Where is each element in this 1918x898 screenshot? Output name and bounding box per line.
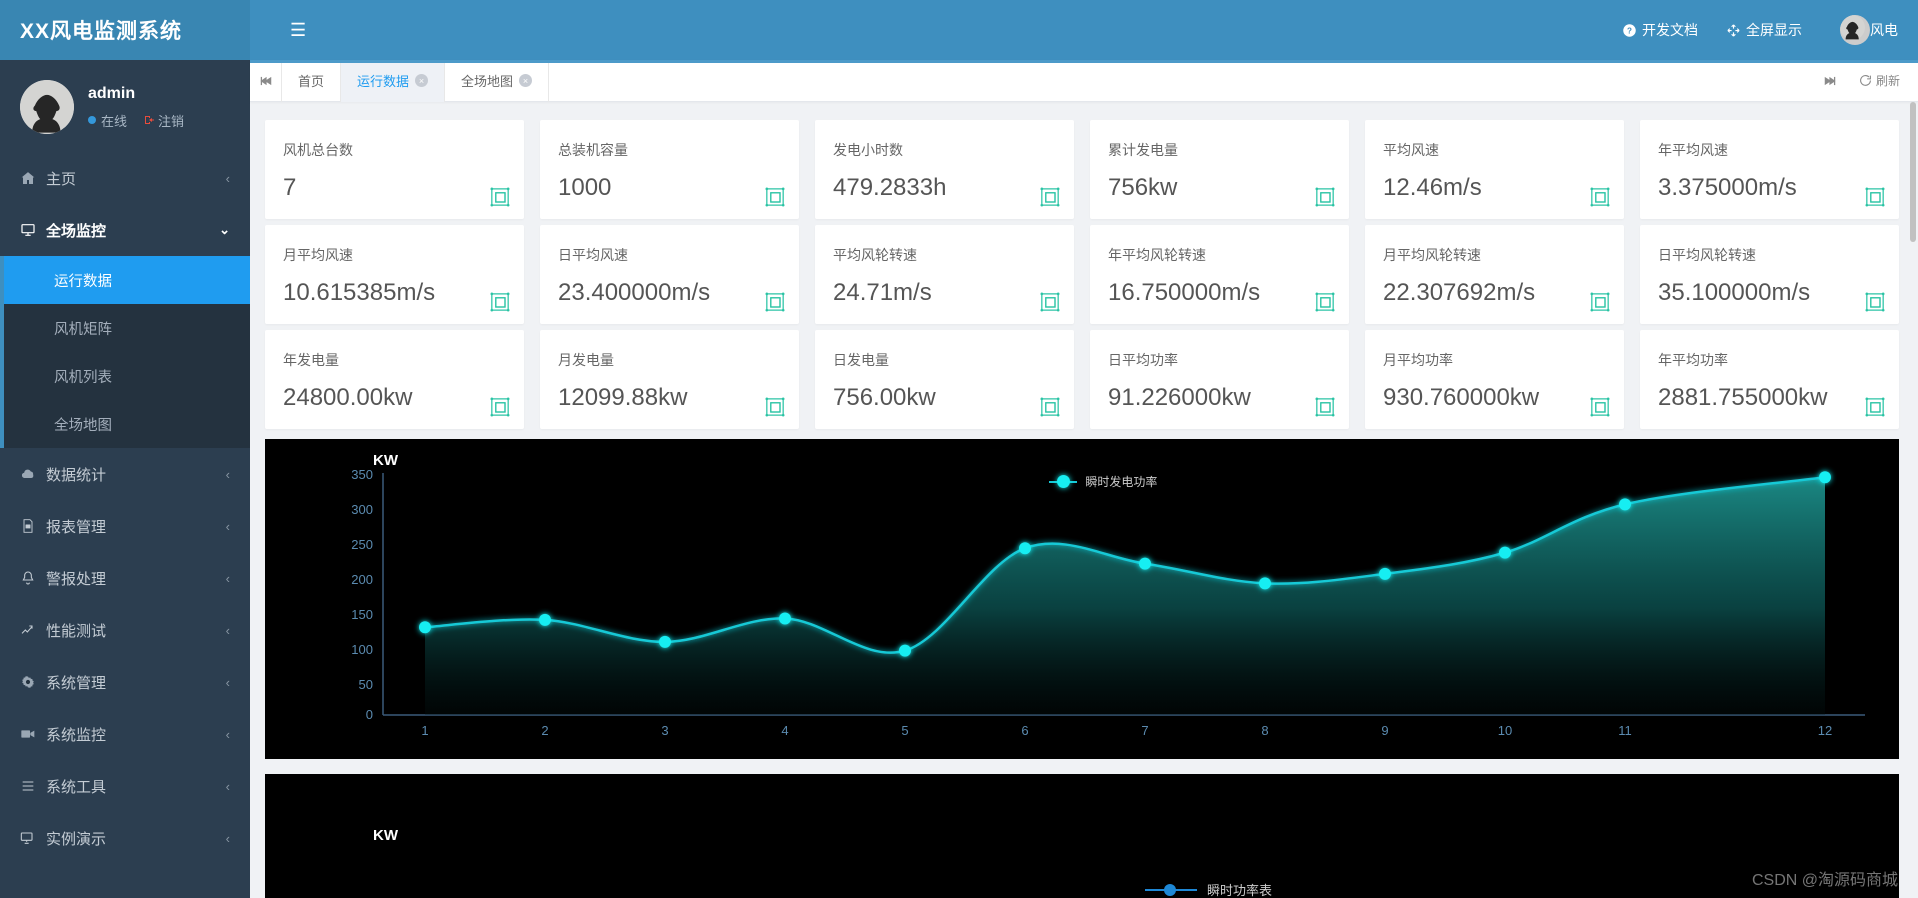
svg-text:350: 350 [351, 467, 373, 482]
svg-text:11: 11 [1618, 723, 1632, 738]
svg-text:4: 4 [781, 723, 788, 738]
svg-text:200: 200 [351, 572, 373, 587]
svg-text:?: ? [1627, 26, 1632, 35]
svg-text:1: 1 [421, 723, 428, 738]
svg-text:9: 9 [1381, 723, 1388, 738]
svg-text:6: 6 [1021, 723, 1028, 738]
svg-text:150: 150 [351, 607, 373, 622]
svg-text:7: 7 [1141, 723, 1148, 738]
svg-text:瞬时功率表: 瞬时功率表 [1207, 883, 1272, 898]
svg-text:10: 10 [1498, 723, 1512, 738]
svg-text:5: 5 [901, 723, 908, 738]
svg-text:300: 300 [351, 502, 373, 517]
svg-text:2: 2 [541, 723, 548, 738]
svg-text:3: 3 [661, 723, 668, 738]
svg-text:12: 12 [1818, 723, 1832, 738]
svg-text:50: 50 [359, 677, 373, 692]
svg-text:250: 250 [351, 537, 373, 552]
svg-text:100: 100 [351, 642, 373, 657]
svg-text:8: 8 [1261, 723, 1268, 738]
svg-text:0: 0 [366, 707, 373, 722]
